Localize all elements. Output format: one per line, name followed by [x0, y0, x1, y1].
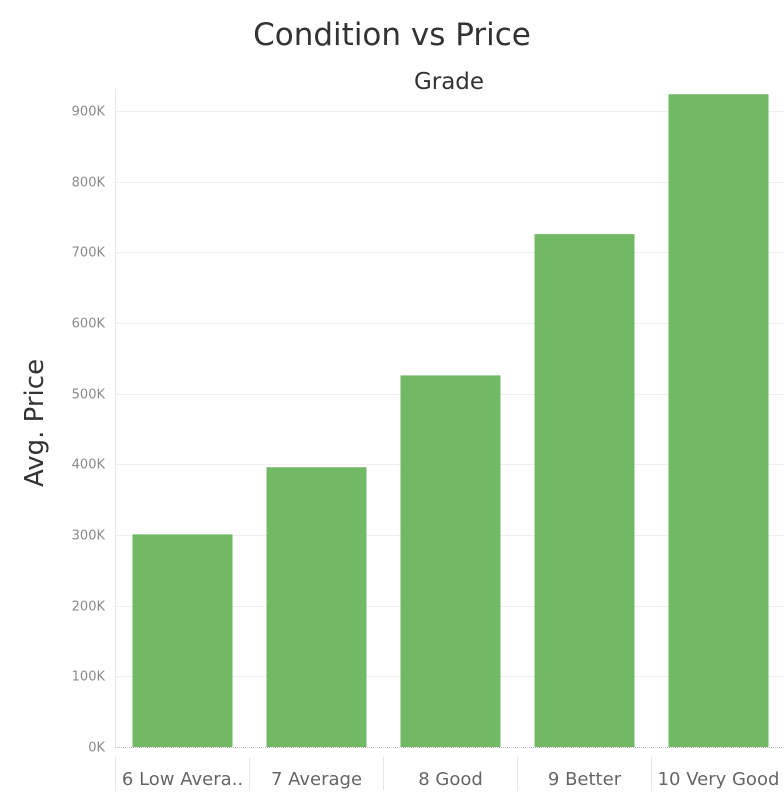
bar — [534, 234, 635, 747]
bar — [132, 534, 233, 747]
y-tick-label: 200K — [72, 600, 106, 615]
x-tick-label: 9 Better — [548, 769, 622, 790]
bar — [400, 375, 501, 747]
x-tick-label: 6 Low Avera.. — [122, 769, 243, 790]
chart-title: Condition vs Price — [253, 17, 531, 53]
x-axis: 6 Low Avera.. 7 Average 8 Good 9 Better 10 V… — [115, 757, 780, 790]
y-tick-label: 500K — [72, 388, 106, 403]
bars — [132, 94, 769, 747]
x-tick-label: 10 Very Good — [658, 769, 780, 790]
y-tick-label: 900K — [72, 105, 106, 120]
y-tick-label: 300K — [72, 529, 106, 544]
y-tick-label: 700K — [72, 246, 106, 261]
y-tick-label: 800K — [72, 176, 106, 191]
x-tick-label: 7 Average — [271, 769, 362, 790]
y-tick-label: 100K — [72, 670, 106, 685]
y-axis: 0K 100K 200K 300K 400K 500K 600K 700K 800K 900K — [72, 90, 116, 756]
bar — [266, 467, 367, 747]
y-axis-label: Avg. Price — [20, 359, 50, 487]
y-tick-label: 400K — [72, 458, 106, 473]
y-tick-label: 0K — [88, 741, 105, 756]
column-header: Grade — [414, 69, 484, 95]
bar — [668, 94, 769, 747]
x-tick-label: 8 Good — [418, 769, 483, 790]
y-tick-label: 600K — [72, 317, 106, 332]
